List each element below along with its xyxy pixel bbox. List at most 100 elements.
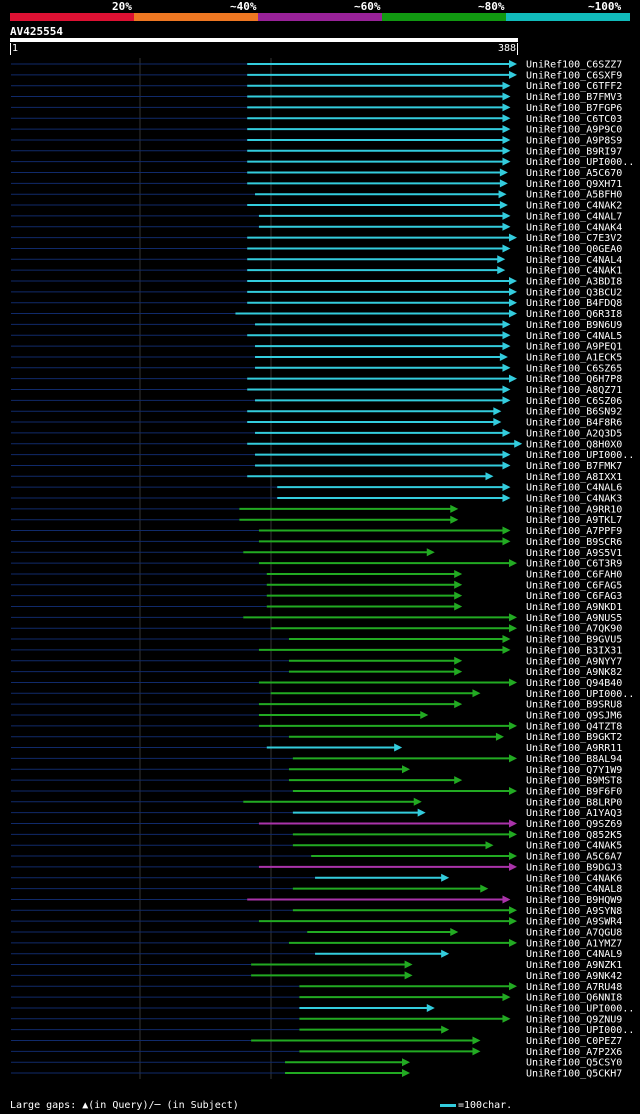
- hit-label[interactable]: UniRef100_A9P8S9: [526, 135, 622, 146]
- hit-label[interactable]: UniRef100_B8AL94: [526, 754, 622, 765]
- hit-label[interactable]: UniRef100_Q3BCU2: [526, 287, 622, 298]
- hit-label[interactable]: UniRef100_C4NAK5: [526, 841, 622, 852]
- hit-label[interactable]: UniRef100_A9NK82: [526, 667, 622, 678]
- hit-label[interactable]: UniRef100_C7E3V2: [526, 233, 622, 244]
- hit-label[interactable]: UniRef100_Q8H0X0: [526, 439, 622, 450]
- hit-label[interactable]: UniRef100_A1YAQ3: [526, 808, 622, 819]
- hit-label[interactable]: UniRef100_B9SRU8: [526, 700, 622, 711]
- hit-label[interactable]: UniRef100_C6T3R9: [526, 559, 622, 570]
- hit-label[interactable]: UniRef100_B7FMV3: [526, 92, 622, 103]
- hit-label[interactable]: UniRef100_Q7Y1W9: [526, 765, 622, 776]
- hit-arrow: [509, 233, 517, 242]
- hit-label[interactable]: UniRef100_A9NKD1: [526, 602, 622, 613]
- hit-label[interactable]: UniRef100_C6TFF2: [526, 81, 622, 92]
- hit-label[interactable]: UniRef100_B9F6F0: [526, 786, 622, 797]
- hit-label[interactable]: UniRef100_Q9SJM6: [526, 711, 622, 722]
- hit-label[interactable]: UniRef100_UPI000..: [526, 157, 634, 168]
- hit-label[interactable]: UniRef100_B9HQW9: [526, 895, 622, 906]
- hit-label[interactable]: UniRef100_C6SXF9: [526, 70, 622, 81]
- hit-label[interactable]: UniRef100_A9RR10: [526, 504, 622, 515]
- hit-label[interactable]: UniRef100_C4NAK6: [526, 873, 622, 884]
- hit-label[interactable]: UniRef100_B8LRP0: [526, 797, 622, 808]
- hit-label[interactable]: UniRef100_Q94B40: [526, 678, 622, 689]
- hit-label[interactable]: UniRef100_C4NAL6: [526, 483, 622, 494]
- hit-label[interactable]: UniRef100_B9N6U9: [526, 320, 622, 331]
- hit-label[interactable]: UniRef100_A1YMZ7: [526, 938, 622, 949]
- hit-label[interactable]: UniRef100_C4NAK4: [526, 222, 622, 233]
- hit-label[interactable]: UniRef100_A5BFH0: [526, 190, 622, 201]
- hit-label[interactable]: UniRef100_A9RR11: [526, 743, 622, 754]
- hit-label[interactable]: UniRef100_B6SN92: [526, 407, 622, 418]
- hit-label[interactable]: UniRef100_A9NUS5: [526, 613, 622, 624]
- hit-label[interactable]: UniRef100_A9SWR4: [526, 917, 622, 928]
- hit-label[interactable]: UniRef100_A9NZK1: [526, 960, 622, 971]
- hit-label[interactable]: UniRef100_A3BDI8: [526, 277, 622, 288]
- hit-label[interactable]: UniRef100_Q9SZ69: [526, 819, 622, 830]
- hit-label[interactable]: UniRef100_C0PEZ7: [526, 1036, 622, 1047]
- hit-label[interactable]: UniRef100_A9S5V1: [526, 548, 622, 559]
- hit-label[interactable]: UniRef100_Q6R3I8: [526, 309, 622, 320]
- hit-label[interactable]: UniRef100_Q0GEA0: [526, 244, 622, 255]
- hit-label[interactable]: UniRef100_B9GVU5: [526, 635, 622, 646]
- hit-label[interactable]: UniRef100_B7FGP6: [526, 103, 622, 114]
- hit-label[interactable]: UniRef100_Q9XH71: [526, 179, 622, 190]
- hit-label[interactable]: UniRef100_B4FDQ8: [526, 298, 622, 309]
- hit-label[interactable]: UniRef100_A7QK90: [526, 624, 622, 635]
- hit-label[interactable]: UniRef100_A5C6A7: [526, 852, 622, 863]
- hit-label[interactable]: UniRef100_A5C670: [526, 168, 622, 179]
- hit-label[interactable]: UniRef100_A8QZ71: [526, 385, 622, 396]
- hit-label[interactable]: UniRef100_Q9ZNU9: [526, 1014, 622, 1025]
- hit-label[interactable]: UniRef100_Q5CSY0: [526, 1058, 622, 1069]
- hit-label[interactable]: UniRef100_A9PEQ1: [526, 342, 622, 353]
- hit-label[interactable]: UniRef100_C4NAK1: [526, 266, 622, 277]
- query-ruler: 1 388: [10, 43, 518, 55]
- hit-label[interactable]: UniRef100_C6FAG5: [526, 580, 622, 591]
- hit-arrow: [493, 407, 502, 416]
- hit-label[interactable]: UniRef100_B4F8R6: [526, 418, 622, 429]
- hit-label[interactable]: UniRef100_Q852K5: [526, 830, 622, 841]
- hit-label[interactable]: UniRef100_Q6NNI8: [526, 993, 622, 1004]
- hit-label[interactable]: UniRef100_C4NAL7: [526, 211, 622, 222]
- hit-label[interactable]: UniRef100_A7RU48: [526, 982, 622, 993]
- hit-label[interactable]: UniRef100_A8IXX1: [526, 472, 622, 483]
- hit-label[interactable]: UniRef100_A7QGU8: [526, 928, 622, 939]
- hit-arrow: [454, 591, 463, 600]
- hit-label[interactable]: UniRef100_C6SZZ7: [526, 60, 622, 71]
- hit-label[interactable]: UniRef100_B3IX31: [526, 645, 622, 656]
- hit-label[interactable]: UniRef100_A9TKL7: [526, 515, 622, 526]
- hit-label[interactable]: UniRef100_A9NK42: [526, 971, 622, 982]
- hit-label[interactable]: UniRef100_B9SCR6: [526, 537, 622, 548]
- hit-label[interactable]: UniRef100_UPI000..: [526, 1025, 634, 1036]
- hit-label[interactable]: UniRef100_Q4TZT8: [526, 721, 622, 732]
- hit-label[interactable]: UniRef100_C6TC03: [526, 114, 622, 125]
- hit-label[interactable]: UniRef100_C6FAH0: [526, 569, 622, 580]
- hit-label[interactable]: UniRef100_B9RI97: [526, 146, 622, 157]
- hit-label[interactable]: UniRef100_A9SYN8: [526, 906, 622, 917]
- hit-label[interactable]: UniRef100_UPI000..: [526, 450, 634, 461]
- hit-label[interactable]: UniRef100_C4NAL5: [526, 331, 622, 342]
- hit-label[interactable]: UniRef100_B9MST8: [526, 776, 622, 787]
- hit-label[interactable]: UniRef100_B9DGJ3: [526, 862, 622, 873]
- hit-label[interactable]: UniRef100_A7P2X6: [526, 1047, 622, 1058]
- hit-label[interactable]: UniRef100_A7PPF9: [526, 526, 622, 537]
- hit-arrow: [509, 721, 517, 730]
- hit-label[interactable]: UniRef100_B9GKT2: [526, 732, 622, 743]
- hit-label[interactable]: UniRef100_A9NYY7: [526, 656, 622, 667]
- hit-label[interactable]: UniRef100_C4NAL9: [526, 949, 622, 960]
- hit-label[interactable]: UniRef100_C4NAL8: [526, 884, 622, 895]
- hit-label[interactable]: UniRef100_C6SZ65: [526, 363, 622, 374]
- hit-label[interactable]: UniRef100_C4NAL4: [526, 255, 622, 266]
- hit-label[interactable]: UniRef100_UPI000..: [526, 689, 634, 700]
- hit-label[interactable]: UniRef100_UPI000..: [526, 1003, 634, 1014]
- hit-label[interactable]: UniRef100_A2Q3D5: [526, 428, 622, 439]
- hit-label[interactable]: UniRef100_C4NAK3: [526, 494, 622, 505]
- legend-label-40: ~40%: [230, 0, 257, 13]
- hit-label[interactable]: UniRef100_Q5CKH7: [526, 1069, 622, 1080]
- hit-label[interactable]: UniRef100_C6FAG3: [526, 591, 622, 602]
- hit-label[interactable]: UniRef100_Q6H7P8: [526, 374, 622, 385]
- hit-label[interactable]: UniRef100_B7FMK7: [526, 461, 622, 472]
- hit-label[interactable]: UniRef100_C4NAK2: [526, 201, 622, 212]
- hit-label[interactable]: UniRef100_A1ECK5: [526, 352, 622, 363]
- hit-label[interactable]: UniRef100_A9P9C0: [526, 125, 622, 136]
- hit-label[interactable]: UniRef100_C6SZ06: [526, 396, 622, 407]
